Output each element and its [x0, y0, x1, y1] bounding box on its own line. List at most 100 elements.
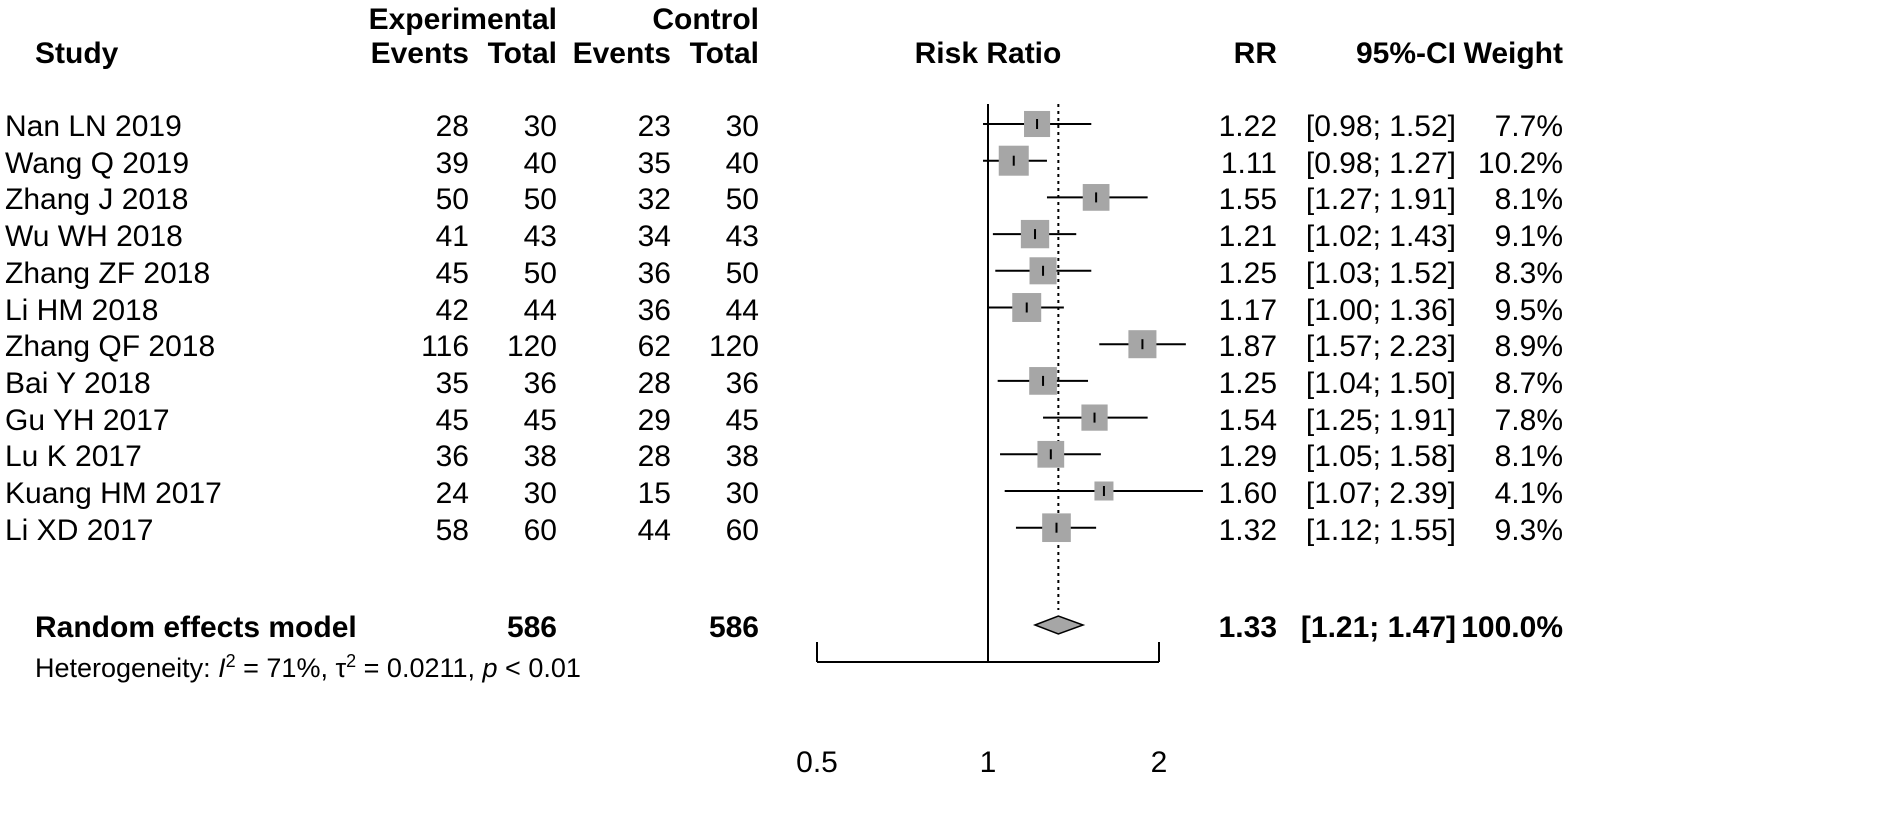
exp-total: 38	[523, 440, 557, 474]
tau-superscript: 2	[346, 651, 357, 671]
study-ci: [0.98; 1.27]	[1305, 146, 1456, 180]
study-weight: 8.7%	[1494, 366, 1563, 400]
p-symbol: p	[482, 653, 498, 683]
study-name: Gu YH 2017	[5, 403, 170, 437]
ctl-events: 15	[637, 477, 671, 510]
ctl-events: 28	[637, 366, 671, 400]
study-ci: [1.25; 1.91]	[1305, 403, 1456, 437]
header-study: Study	[35, 37, 119, 70]
study-ci: [1.00; 1.36]	[1305, 293, 1456, 327]
exp-events: 116	[421, 330, 469, 364]
header-weight: Weight	[1463, 37, 1563, 70]
heterogeneity-prefix: Heterogeneity:	[35, 653, 219, 683]
study-name: Li HM 2018	[5, 293, 159, 327]
exp-events: 36	[435, 440, 469, 474]
exp-events: 50	[435, 183, 469, 217]
ctl-events: 36	[637, 293, 671, 327]
ctl-events: 35	[637, 146, 671, 180]
study-rr: 1.25	[1218, 366, 1277, 400]
study-rr: 1.54	[1218, 403, 1277, 437]
exp-total: 44	[523, 293, 557, 327]
ctl-total: 50	[725, 256, 759, 290]
exp-events: 24	[435, 477, 469, 510]
tau-symbol: τ	[335, 653, 347, 683]
exp-total: 40	[523, 146, 557, 180]
ctl-total: 50	[725, 183, 759, 217]
exp-events: 41	[435, 220, 469, 254]
pooled-diamond	[1032, 615, 1086, 635]
study-rr: 1.17	[1218, 293, 1277, 327]
x-tick-label: 0.5	[796, 746, 838, 779]
exp-total: 30	[523, 477, 557, 510]
header-exp-events: Events	[370, 37, 469, 70]
i-value: = 71%,	[235, 653, 336, 683]
ctl-total: 40	[725, 146, 759, 180]
study-name: Bai Y 2018	[5, 366, 151, 400]
ctl-total: 120	[708, 330, 759, 364]
study-weight: 8.1%	[1494, 183, 1563, 217]
i-superscript: 2	[225, 651, 236, 671]
header-control: Control	[652, 3, 759, 36]
study-rr: 1.87	[1218, 330, 1277, 364]
study-name: Zhang J 2018	[5, 183, 189, 217]
study-name: Zhang QF 2018	[5, 330, 216, 364]
study-weight: 10.2%	[1477, 146, 1563, 180]
pooled-ci: [1.21; 1.47]	[1300, 611, 1456, 644]
study-rr: 1.55	[1218, 183, 1277, 217]
study-name: Wang Q 2019	[5, 146, 189, 180]
x-tick-label: 2	[1151, 746, 1168, 779]
ctl-events: 44	[637, 513, 671, 547]
ctl-total: 30	[725, 110, 759, 143]
study-name: Wu WH 2018	[5, 220, 183, 254]
study-name: Zhang ZF 2018	[5, 256, 211, 290]
study-weight: 7.8%	[1494, 403, 1563, 437]
ctl-total: 36	[725, 366, 759, 400]
pooled-rr: 1.33	[1218, 611, 1277, 644]
exp-total: 50	[523, 183, 557, 217]
exp-total: 30	[523, 110, 557, 143]
exp-events: 35	[435, 366, 469, 400]
study-weight: 7.7%	[1494, 110, 1563, 143]
exp-total: 120	[506, 330, 557, 364]
exp-events: 45	[435, 256, 469, 290]
exp-events: 28	[435, 110, 469, 143]
exp-events: 58	[435, 513, 469, 547]
header-risk-ratio: Risk Ratio	[914, 37, 1062, 70]
exp-events: 39	[435, 146, 469, 180]
study-weight: 4.1%	[1494, 477, 1563, 510]
study-name: Lu K 2017	[5, 440, 142, 474]
ctl-total: 60	[725, 513, 759, 547]
header-ctl-total: Total	[689, 37, 759, 70]
ctl-events: 23	[637, 110, 671, 143]
study-rr: 1.32	[1218, 513, 1277, 547]
exp-events: 42	[435, 293, 469, 327]
ctl-events: 34	[637, 220, 671, 254]
ctl-events: 32	[637, 183, 671, 217]
ctl-total: 30	[725, 477, 759, 510]
header-ctl-events: Events	[572, 37, 671, 70]
study-ci: [1.02; 1.43]	[1305, 220, 1456, 254]
study-weight: 9.5%	[1494, 293, 1563, 327]
pooled-weight: 100.0%	[1461, 611, 1563, 644]
exp-total: 45	[523, 403, 557, 437]
study-rr: 1.22	[1218, 110, 1277, 143]
header-rr: RR	[1233, 37, 1277, 70]
ctl-total: 45	[725, 403, 759, 437]
ctl-total: 43	[725, 220, 759, 254]
study-name: Kuang HM 2017	[5, 477, 222, 510]
study-rr: 1.25	[1218, 256, 1277, 290]
study-name: Li XD 2017	[5, 513, 154, 547]
study-ci: [0.98; 1.52]	[1305, 110, 1456, 143]
study-weight: 8.3%	[1494, 256, 1563, 290]
pooled-label: Random effects model	[35, 611, 357, 644]
study-ci: [1.03; 1.52]	[1305, 256, 1456, 290]
exp-total: 36	[523, 366, 557, 400]
study-ci: [1.57; 2.23]	[1305, 330, 1456, 364]
exp-events: 45	[435, 403, 469, 437]
pooled-ctl-total: 586	[708, 611, 759, 644]
ctl-total: 44	[725, 293, 759, 327]
study-ci: [1.04; 1.50]	[1305, 366, 1456, 400]
study-weight: 9.1%	[1494, 220, 1563, 254]
study-rr: 1.60	[1218, 477, 1277, 510]
